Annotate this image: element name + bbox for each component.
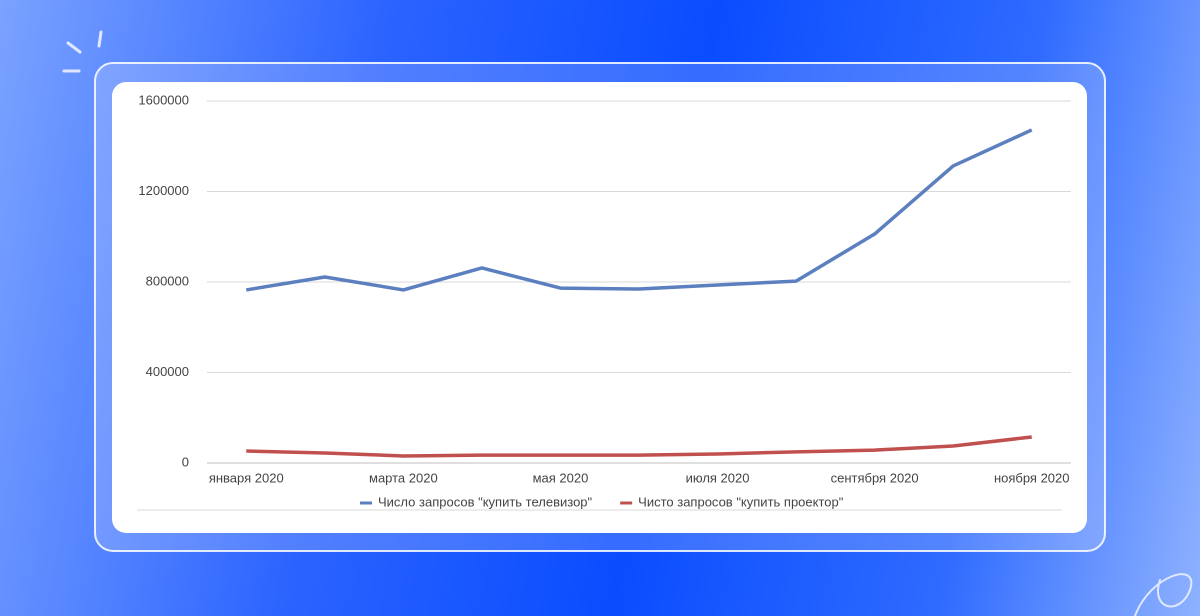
y-tick-label: 1200000 [138,183,189,198]
x-tick-label: марта 2020 [369,470,438,485]
legend-label: Число запросов "купить телевизор" [378,494,593,509]
x-tick-label: мая 2020 [533,470,589,485]
y-tick-label: 800000 [146,273,189,288]
x-tick-label: ноября 2020 [994,470,1070,485]
x-tick-label: сентября 2020 [831,470,919,485]
x-tick-label: января 2020 [209,470,284,485]
series-line [245,128,1033,292]
decoration [62,30,1193,616]
y-tick-label: 1600000 [138,92,189,107]
y-tick-label: 0 [182,454,189,469]
series-line [246,435,1032,458]
chart: 0 400000 800000 1200000 1600000 января 2020 ма… [138,92,1071,509]
x-tick-label: июля 2020 [686,470,750,485]
y-tick-label: 400000 [146,364,189,379]
legend-label: Чисто запросов "купить проектор" [638,494,844,509]
chart-card [112,82,1087,533]
